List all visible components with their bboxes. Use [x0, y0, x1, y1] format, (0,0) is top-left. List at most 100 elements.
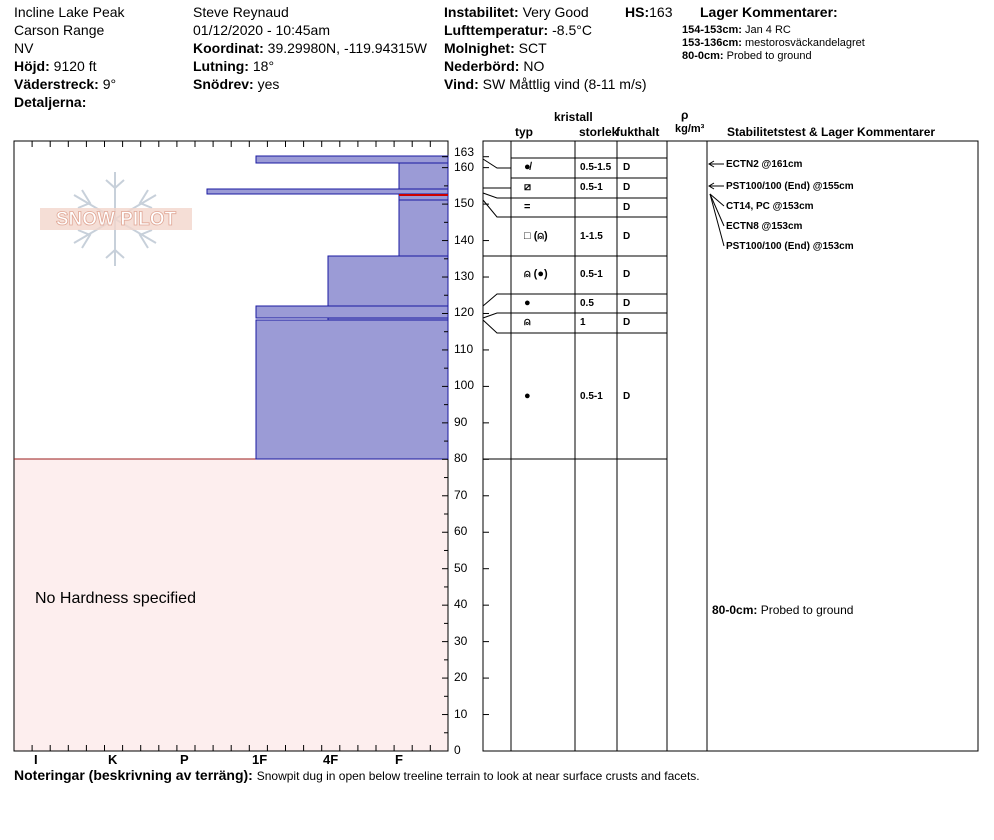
hs-value: 163 — [649, 4, 673, 20]
grain-type: ● — [524, 390, 531, 402]
depth-tick-label: 140 — [454, 232, 475, 247]
depth-tick-label: 160 — [454, 159, 475, 174]
instability-label: Instabilitet: — [444, 4, 519, 20]
grain-type: □ (⍝) — [524, 230, 548, 242]
stability-arrows — [708, 160, 725, 247]
sky-field: Molnighet: SCT — [444, 39, 547, 57]
grain-type: ⧄ — [524, 181, 531, 193]
precip-label: Nederbörd: — [444, 58, 520, 74]
layer-comment-text: Jan 4 RC — [745, 24, 791, 36]
airtemp-field: Lufttemperatur: -8.5°C — [444, 21, 592, 39]
no-hardness-area — [14, 459, 448, 751]
grain-size: 0.5 — [580, 298, 594, 309]
grain-moisture: D — [623, 231, 631, 242]
notes-text: Snowpit dug in open below treeline terra… — [256, 769, 700, 783]
depth-tick-label: 60 — [454, 524, 468, 539]
range-name: Carson Range — [14, 22, 105, 38]
grain-table-frame — [482, 140, 979, 752]
grain-type: ●̸ — [524, 161, 531, 173]
sky-value: SCT — [518, 40, 547, 56]
instability-value: Very Good — [522, 4, 589, 20]
grain-moisture: D — [623, 298, 631, 309]
hs-field: HS:163 — [625, 3, 672, 21]
coord-label: Koordinat: — [193, 40, 264, 56]
col-kgm3: kg/m³ — [675, 123, 705, 135]
stability-test: CT14, PC @153cm — [726, 201, 814, 212]
grain-moisture: D — [623, 202, 631, 213]
layer-connector — [482, 192, 511, 199]
col-storlek: storlek — [579, 125, 619, 139]
col-typ: typ — [515, 125, 533, 139]
layer-connector — [482, 199, 511, 218]
hardness-ticks — [13, 141, 431, 751]
layer-comment-text: mestorosväckandelagret — [745, 37, 865, 49]
layer-connector — [482, 293, 511, 307]
wind-value: SW Måttlig vind (8-11 m/s) — [482, 76, 647, 92]
elevation-label: Höjd: — [14, 58, 50, 74]
notes-field: Noteringar (beskrivning av terräng): Sno… — [14, 766, 700, 785]
grain-size: 0.5-1 — [580, 182, 603, 193]
coord-field: Koordinat: 39.29980N, -119.94315W — [193, 39, 427, 57]
col-fukthalt: fukthalt — [616, 125, 660, 139]
layer-comment-range: 154-153cm: — [682, 24, 742, 36]
hardness-label: P — [180, 752, 189, 767]
grain-type: ● — [524, 297, 531, 309]
logo-banner — [40, 208, 192, 230]
aspect-label: Väderstreck: — [14, 76, 99, 92]
depth-tick-label: 70 — [454, 487, 468, 502]
hardness-label: K — [108, 752, 118, 767]
layer-comment-text: Probed to ground — [726, 50, 812, 62]
grain-size: 0.5-1.5 — [580, 162, 612, 173]
observation-datetime: 01/12/2020 - 10:45am — [193, 22, 330, 38]
observer-name: Steve Reynaud — [193, 4, 289, 20]
grain-moisture: D — [623, 317, 631, 328]
layer-comment: 153-136cm: mestorosväckandelagret — [682, 37, 865, 50]
layer-comment: 154-153cm: Jan 4 RC — [682, 24, 791, 37]
layer-comment-range: 153-136cm: — [682, 37, 742, 49]
hardness-layer-bar — [398, 199, 449, 257]
elevation-value: 9120 ft — [53, 58, 97, 74]
grain-size: 0.5-1 — [580, 269, 603, 280]
wind-field: Vind: SW Måttlig vind (8-11 m/s) — [444, 75, 647, 93]
stability-test: ECTN2 @161cm — [726, 159, 803, 170]
layer-comment: 80-0cm: Probed to ground — [682, 50, 812, 63]
bottom-layer-comment: 80-0cm: Probed to ground — [712, 604, 853, 617]
bottom-comment-range: 80-0cm: — [712, 603, 758, 617]
grain-moisture: D — [623, 269, 631, 280]
coord-value: 39.29980N, -119.94315W — [267, 40, 427, 56]
col-kristall: kristall — [554, 110, 593, 124]
grain-type: ⍝ (●) — [524, 268, 548, 280]
grain-type: = — [524, 201, 531, 213]
precip-field: Nederbörd: NO — [444, 57, 544, 75]
bottom-comment-text: Probed to ground — [760, 603, 854, 617]
slope-value: 18° — [252, 58, 275, 74]
hardness-layers — [206, 155, 449, 460]
col-rho: ρ — [681, 108, 689, 122]
details-field: Detaljerna: — [14, 93, 86, 111]
grain-size: 1 — [580, 317, 586, 328]
airtemp-value: -8.5°C — [552, 22, 592, 38]
stability-test: PST100/100 (End) @155cm — [726, 181, 854, 192]
depth-tick-label: 50 — [454, 560, 468, 575]
depth-tick-label: 80 — [454, 451, 468, 466]
location-name: Incline Lake Peak — [14, 4, 125, 20]
depth-tick-label: 30 — [454, 633, 468, 648]
hardness-label: F — [395, 752, 403, 767]
col-stability: Stabilitetstest & Lager Kommentarer — [727, 125, 936, 139]
hardness-layer-bar — [398, 162, 449, 190]
depth-tick-label: 20 — [454, 670, 468, 685]
drift-field: Snödrev: yes — [193, 75, 279, 93]
aspect-value: 9° — [102, 76, 117, 92]
hardness-label: 1F — [252, 752, 268, 767]
depth-tick-label: 130 — [454, 269, 475, 284]
details-label: Detaljerna: — [14, 94, 87, 110]
hardness-layer-bar — [206, 188, 449, 195]
depth-tick-label: 163 — [454, 144, 475, 159]
slope-field: Lutning: 18° — [193, 57, 274, 75]
layer-connector — [482, 158, 511, 169]
layer-connector — [482, 312, 511, 319]
instability-field: Instabilitet: Very Good — [444, 3, 589, 21]
depth-tick-label: 110 — [454, 341, 474, 356]
hardness-layer-bar — [255, 305, 449, 319]
